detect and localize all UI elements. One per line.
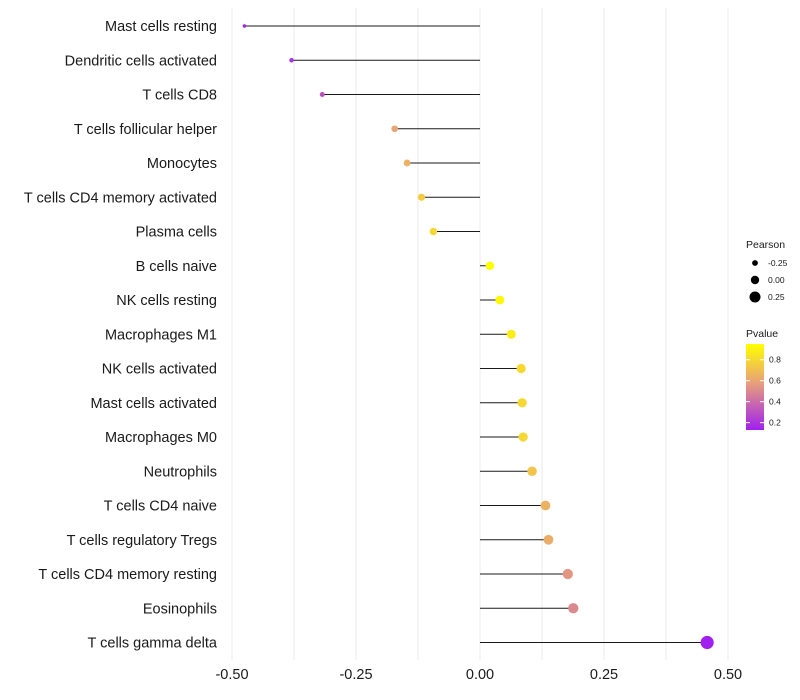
lollipop-point — [495, 295, 505, 305]
lollipop-point — [403, 159, 411, 167]
y-tick-label: T cells regulatory Tregs — [67, 533, 217, 549]
color-legend-label: 0.2 — [769, 418, 781, 428]
x-tick-labels: -0.50 -0.25 0.00 0.25 0.50 — [215, 667, 742, 683]
lollipop-point — [516, 363, 526, 374]
size-legend: Pearson -0.25 0.00 0.25 — [746, 239, 788, 303]
y-tick-label: Eosinophils — [143, 601, 217, 617]
y-tick-labels: Mast cells resting Dendritic cells activa… — [24, 19, 218, 652]
lollipop-point — [429, 227, 438, 236]
color-legend-label: 0.4 — [769, 397, 781, 407]
lollipop-point — [527, 466, 537, 476]
size-legend-label: 0.25 — [768, 292, 785, 302]
lollipop-point — [319, 91, 325, 98]
x-tick-label: -0.25 — [339, 667, 372, 683]
x-tick-label: 0.00 — [466, 667, 494, 683]
size-legend-key — [752, 260, 758, 266]
size-legend-label: -0.25 — [768, 258, 788, 268]
color-legend-title: Pvalue — [746, 328, 778, 340]
color-legend-bar — [746, 344, 764, 430]
stem-layer — [244, 25, 708, 643]
lollipop-point — [562, 568, 573, 580]
x-tick-label: -0.50 — [215, 667, 248, 683]
lollipop-point — [543, 534, 554, 545]
lollipop-point — [517, 398, 527, 408]
lollipop-point — [506, 329, 516, 339]
color-legend-label: 0.6 — [769, 376, 781, 386]
lollipop-point — [289, 58, 294, 63]
size-legend-key — [750, 275, 760, 285]
y-tick-label: T cells follicular helper — [74, 122, 217, 138]
y-tick-label: Mast cells activated — [90, 396, 217, 412]
y-tick-label: T cells CD4 memory resting — [38, 567, 217, 583]
y-tick-label: Dendritic cells activated — [65, 53, 217, 69]
lollipop-point — [417, 193, 426, 201]
size-legend-title: Pearson — [746, 239, 785, 251]
lollipop-point — [568, 603, 579, 614]
point-layer — [242, 24, 714, 650]
color-legend-label: 0.8 — [769, 355, 781, 365]
y-tick-label: Macrophages M0 — [105, 430, 217, 446]
y-tick-label: NK cells activated — [102, 362, 217, 378]
y-tick-label: Monocytes — [147, 156, 217, 172]
lollipop-point — [242, 24, 247, 28]
x-tick-label: 0.50 — [714, 667, 742, 683]
lollipop-point — [485, 261, 495, 271]
y-tick-label: Neutrophils — [144, 464, 217, 480]
y-tick-label: Plasma cells — [136, 225, 217, 241]
y-tick-label: T cells CD4 naive — [104, 499, 217, 515]
lollipop-point — [391, 125, 398, 133]
y-tick-label: Mast cells resting — [105, 19, 217, 35]
lollipop-point — [700, 635, 714, 650]
size-legend-label: 0.00 — [768, 275, 785, 285]
y-tick-label: B cells naive — [136, 259, 217, 275]
y-tick-label: T cells CD8 — [142, 88, 217, 104]
size-legend-key — [749, 291, 761, 303]
color-legend: Pvalue 0.8 0.6 0.4 0.2 — [746, 328, 781, 430]
lollipop-point — [540, 500, 551, 511]
y-tick-label: NK cells resting — [116, 293, 217, 309]
y-tick-label: T cells CD4 memory activated — [24, 190, 217, 206]
y-tick-label: Macrophages M1 — [105, 327, 217, 343]
x-tick-label: 0.25 — [590, 667, 618, 683]
lollipop-point — [518, 432, 528, 442]
y-tick-label: T cells gamma delta — [88, 636, 218, 652]
